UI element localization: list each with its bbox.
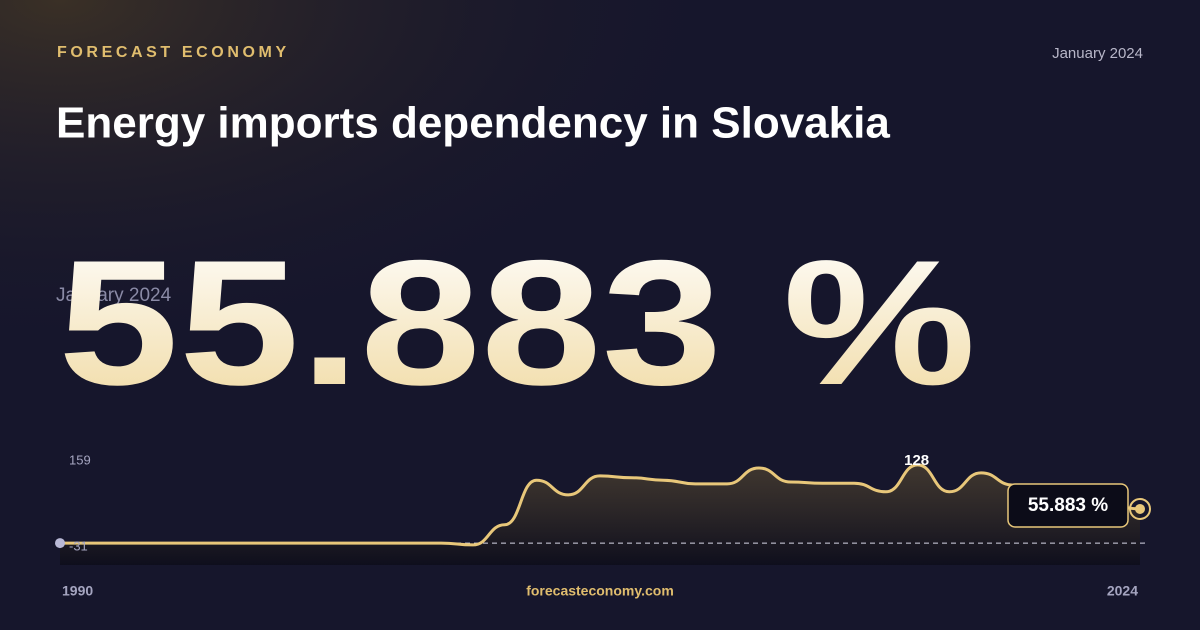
site: forecasteconomy.com bbox=[526, 583, 674, 599]
x-tick-label: 1990 bbox=[62, 583, 93, 599]
start-point bbox=[55, 538, 65, 549]
line bbox=[60, 463, 1141, 547]
sparkline: 128 55.883 % -31 159 1990 2024 bbox=[55, 452, 1151, 599]
end-point bbox=[1135, 503, 1145, 514]
y-tick-label: 159 bbox=[69, 452, 91, 467]
date-ghost: January 2024 bbox=[56, 285, 172, 306]
title: Energy imports dependency in Slovakia bbox=[56, 99, 890, 148]
end-label-box bbox=[1007, 483, 1129, 528]
brand: FORECAST ECONOMY bbox=[57, 44, 290, 61]
date: January 2024 bbox=[1052, 45, 1143, 62]
headline-value: 55.883 % bbox=[58, 223, 976, 422]
y-tick-label: -31 bbox=[69, 538, 88, 553]
end-ring bbox=[1129, 497, 1151, 520]
peak-label: 128 bbox=[904, 452, 929, 469]
x-tick-label: 2024 bbox=[1107, 583, 1138, 599]
area bbox=[60, 464, 1140, 565]
end-label: 55.883 % bbox=[1028, 495, 1108, 516]
